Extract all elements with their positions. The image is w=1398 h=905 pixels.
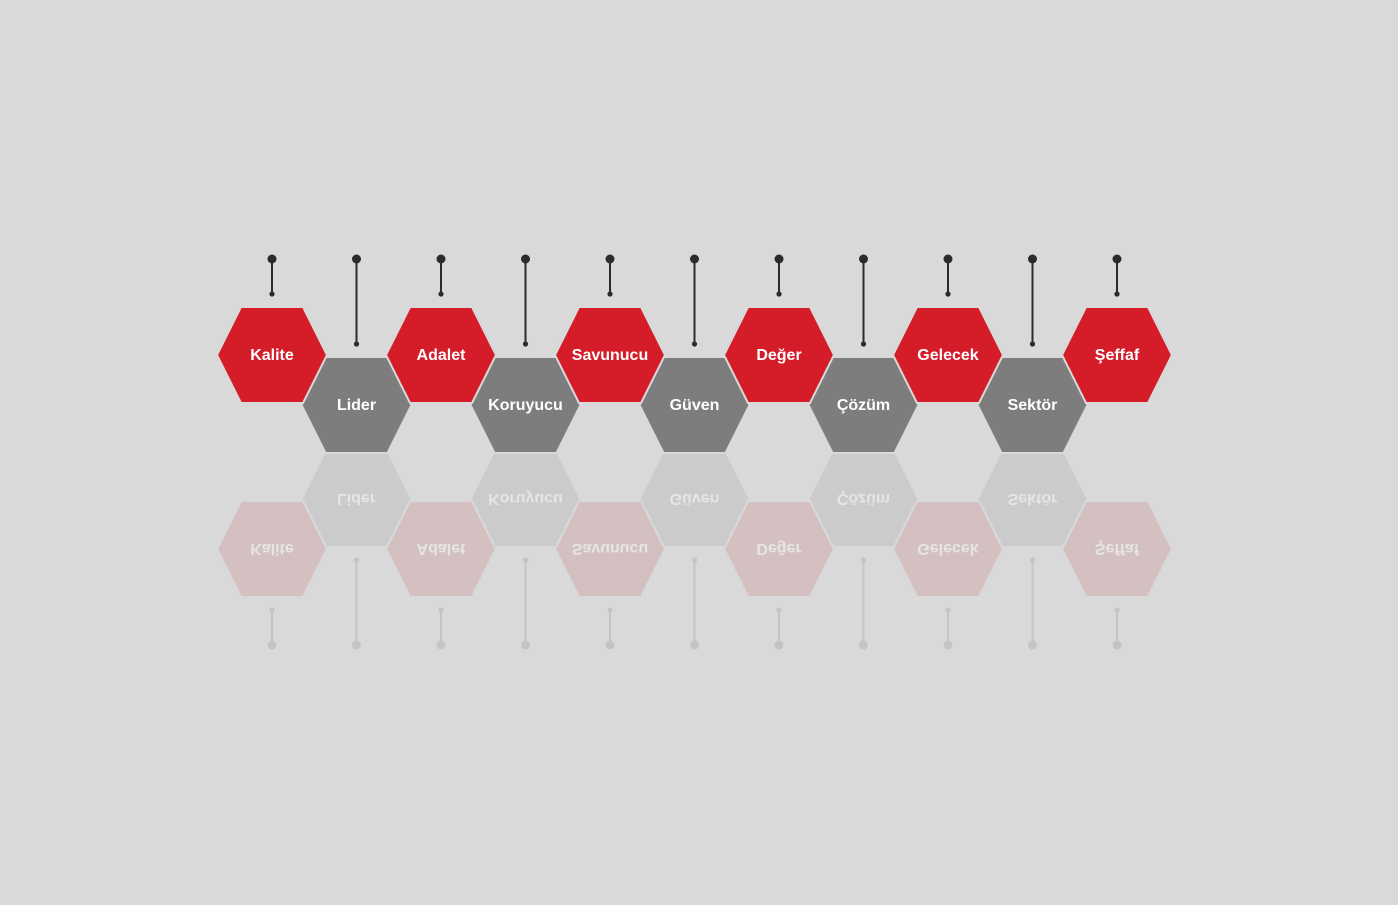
reflection-connector-dot-top [521,640,530,650]
hex-label-gelecek: Gelecek [917,347,978,364]
reflection-hexagon-gelecek [891,500,1005,598]
reflection-hex-node-deger: Değer [722,500,836,650]
reflection-connector-dot-top [352,640,361,650]
hex-label-lider: Lider [337,397,376,414]
hexagon-seffaf [1060,306,1174,404]
reflection-hex-node-adalet: Adalet [384,500,498,650]
hex-node-gelecek: Gelecek [891,254,1005,404]
connector-dot-top [690,254,699,264]
connector-dot-top [943,254,953,264]
hex-node-adalet: Adalet [384,254,498,404]
reflection-hex-node-gelecek: Gelecek [891,500,1005,650]
hex-node-koruyucu: Koruyucu [469,254,582,454]
hex-label-guven: Güven [670,397,720,414]
connector-dot-bottom [691,341,698,347]
reflection-connector-dot-bottom [353,557,360,563]
connector-dot-top [521,254,530,264]
reflection-connector-dot-bottom [945,607,951,613]
hex-label-kalite: Kalite [250,347,294,364]
connector-dot-bottom [607,291,613,297]
reflection-connector-dot-bottom [860,557,867,563]
hex-node-deger: Değer [722,254,836,404]
reflection-hex-node-koruyucu: Koruyucu [469,450,582,650]
hexagon-savunucu [553,306,667,404]
reflection-hexagon-deger [722,500,836,598]
reflection-hex-label-lider: Lider [337,490,376,507]
hex-label-sektor: Sektör [1008,397,1058,414]
reflection-connector-dot-bottom [1029,557,1036,563]
hex-label-cozum: Çözüm [837,397,890,414]
connector-dot-top [605,254,615,264]
reflection-connector-dot-bottom [522,557,529,563]
hex-label-seffaf: Şeffaf [1095,347,1140,364]
reflection-connector-dot-top [774,640,784,650]
reflection-connector-dot-bottom [438,607,444,613]
reflection-hex-label-savunucu: Savunucu [572,540,648,557]
connector-dot-bottom [776,291,782,297]
connector-dot-bottom [353,341,360,347]
connector-dot-top [859,254,868,264]
reflection-hexagon-savunucu [553,500,667,598]
hexagon-deger [722,306,836,404]
connector-dot-bottom [438,291,444,297]
connector-dot-bottom [1029,341,1036,347]
hex-node-savunucu: Savunucu [553,254,667,404]
diagram-main: Lider Koruyucu Güven Çözüm Sektör Kalite Adale… [215,254,1174,454]
hex-label-adalet: Adalet [417,347,467,364]
reflection-connector-dot-bottom [607,607,613,613]
diagram-reflection: Lider Koruyucu Güven Çözüm Sektör Kalite Adale… [215,450,1174,650]
reflection-connector-dot-top [1028,640,1037,650]
reflection-connector-dot-top [436,640,446,650]
reflection-hexagon-adalet [384,500,498,598]
connector-dot-top [267,254,277,264]
reflection-hex-label-kalite: Kalite [250,540,294,557]
hex-node-sektor: Sektör [976,254,1089,454]
hex-node-seffaf: Şeffaf [1060,254,1174,404]
connector-dot-bottom [945,291,951,297]
connector-dot-top [436,254,446,264]
reflection-hex-label-cozum: Çözüm [837,490,890,507]
reflection-connector-dot-top [605,640,615,650]
connector-dot-top [774,254,784,264]
reflection-connector-dot-bottom [776,607,782,613]
reflection-connector-dot-top [1112,640,1122,650]
reflection-connector-dot-top [859,640,868,650]
reflection-connector-dot-top [943,640,953,650]
reflection-hex-label-deger: Değer [756,540,801,557]
hex-node-lider: Lider [300,254,413,454]
hexagon-gelecek [891,306,1005,404]
reflection-hex-label-guven: Güven [670,490,720,507]
reflection-hex-label-seffaf: Şeffaf [1095,540,1140,557]
connector-dot-bottom [860,341,867,347]
connector-dot-top [1028,254,1037,264]
reflection-hex-node-seffaf: Şeffaf [1060,500,1174,650]
hex-label-deger: Değer [756,347,801,364]
hex-node-kalite: Kalite [215,254,329,404]
reflection-connector-dot-top [690,640,699,650]
reflection-hex-node-savunucu: Savunucu [553,500,667,650]
hex-label-koruyucu: Koruyucu [488,397,563,414]
reflection-hex-label-adalet: Adalet [417,540,467,557]
reflection-hex-label-koruyucu: Koruyucu [488,490,563,507]
reflection-hexagon-kalite [215,500,329,598]
reflection-connector-dot-top [267,640,277,650]
reflection-hex-node-kalite: Kalite [215,500,329,650]
reflection-connector-dot-bottom [691,557,698,563]
hexagon-kalite [215,306,329,404]
reflection-hex-label-gelecek: Gelecek [917,540,978,557]
hex-node-cozum: Çözüm [807,254,920,454]
connector-dot-bottom [1114,291,1120,297]
hexagon-adalet [384,306,498,404]
connector-dot-bottom [522,341,529,347]
reflection-connector-dot-bottom [269,607,275,613]
connector-dot-bottom [269,291,275,297]
reflection-hex-label-sektor: Sektör [1008,490,1058,507]
connector-dot-top [352,254,361,264]
hex-label-savunucu: Savunucu [572,347,648,364]
reflection-hexagon-seffaf [1060,500,1174,598]
reflection-connector-dot-bottom [1114,607,1120,613]
connector-dot-top [1112,254,1122,264]
